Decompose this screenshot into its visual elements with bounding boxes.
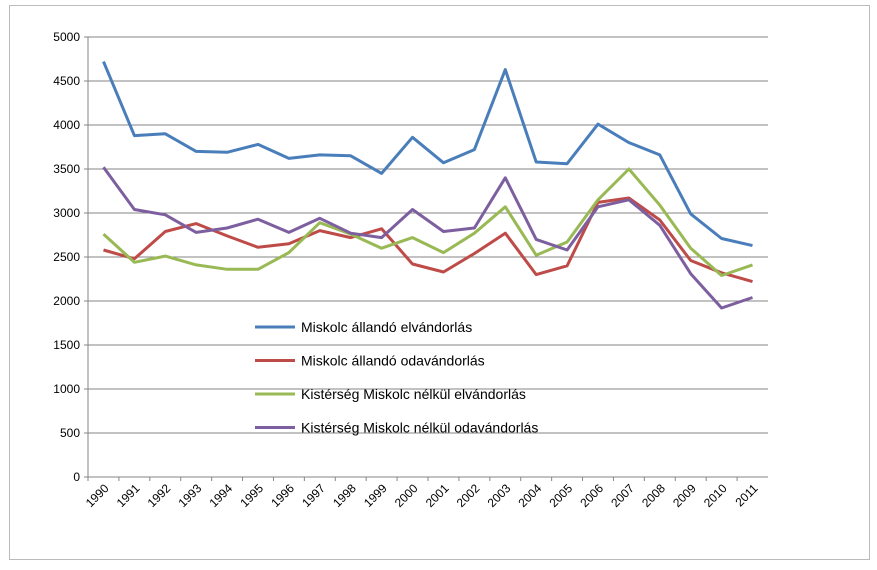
x-tick-label: 1992 <box>145 481 174 510</box>
legend-label: Miskolc állandó elvándorlás <box>301 319 472 335</box>
legend-label: Kistérség Miskolc nélkül odavándorlás <box>301 420 538 436</box>
x-tick-label: 2002 <box>454 481 483 510</box>
y-tick-label: 500 <box>60 426 80 440</box>
series-line <box>102 61 753 248</box>
series-line <box>103 196 753 284</box>
x-tick-label: 1991 <box>114 481 143 510</box>
x-tick-label: 1993 <box>176 481 205 510</box>
y-tick-label: 0 <box>73 470 80 484</box>
y-tick-label: 4000 <box>53 118 80 132</box>
chart-frame <box>9 5 870 560</box>
x-tick-label: 2004 <box>516 481 545 510</box>
x-tick-label: 2005 <box>546 481 575 510</box>
x-tick-label: 1997 <box>299 481 328 510</box>
x-tick-label: 2009 <box>670 481 699 510</box>
y-tick-label: 2000 <box>53 294 80 308</box>
y-tick-label: 1000 <box>53 382 80 396</box>
x-tick-label: 2006 <box>577 481 606 510</box>
x-tick-label: 2011 <box>733 481 761 509</box>
x-tick-label: 1999 <box>361 481 390 510</box>
x-tick-label: 1996 <box>268 481 297 510</box>
y-tick-label: 3500 <box>53 162 80 176</box>
y-tick-label: 3000 <box>53 206 80 220</box>
legend-label: Kistérség Miskolc nélkül elvándorlás <box>301 386 526 402</box>
y-tick-label: 4500 <box>53 74 80 88</box>
x-tick-label: 2010 <box>701 481 730 510</box>
x-tick-label: 2000 <box>392 481 421 510</box>
x-tick-label: 2003 <box>485 481 514 510</box>
y-tick-label: 2500 <box>53 250 80 264</box>
x-tick-label: 2007 <box>608 481 637 510</box>
x-tick-label: 1994 <box>206 481 235 510</box>
legend-label: Miskolc állandó odavándorlás <box>301 353 485 369</box>
x-tick-label: 1998 <box>330 481 359 510</box>
x-tick-label: 1995 <box>237 481 266 510</box>
x-tick-label: 2008 <box>639 481 668 510</box>
x-tick-label: 2001 <box>423 481 452 510</box>
x-tick-label: 1990 <box>83 481 112 510</box>
series-line <box>102 166 753 310</box>
y-tick-label: 5000 <box>53 30 80 44</box>
series-line <box>102 167 753 277</box>
y-tick-label: 1500 <box>53 338 80 352</box>
